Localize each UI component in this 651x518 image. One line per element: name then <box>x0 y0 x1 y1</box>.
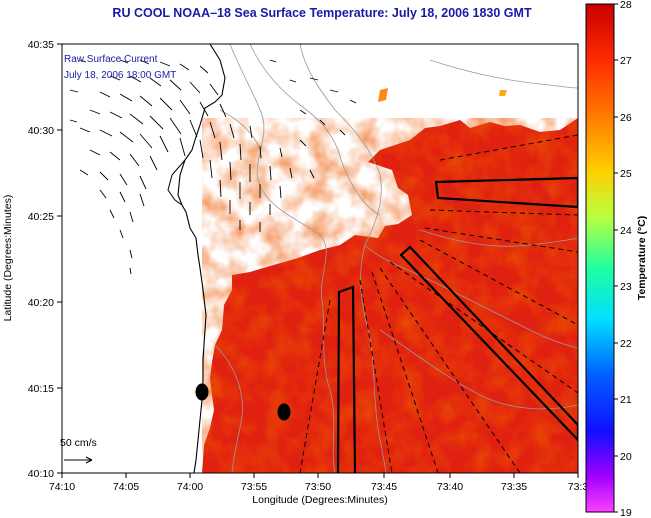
transect-box-east <box>434 176 578 209</box>
station-marker-1[interactable] <box>195 383 209 401</box>
transects <box>299 134 578 473</box>
y-tick-label: 40:10 <box>28 468 54 480</box>
coastline-hook <box>167 159 186 206</box>
x-tick-label: 73:55 <box>241 481 267 493</box>
y-axis-label: Latitude (Degrees:Minutes) <box>2 195 14 322</box>
transect-box-south <box>336 285 357 473</box>
x-axis-label: Longitude (Degrees:Minutes) <box>252 494 387 506</box>
x-tick-label: 73:3 <box>568 481 589 493</box>
colorbar-tick-label: 24 <box>620 225 632 237</box>
legend-line-2: July 18, 2006 18:00 GMT <box>64 70 176 81</box>
tick-marks <box>57 43 579 478</box>
sst-field <box>202 88 578 473</box>
colorbar-tick-label: 22 <box>620 338 632 350</box>
chart-title: RU COOL NOAA–18 Sea Surface Temperature:… <box>112 6 532 20</box>
x-tick-label: 74:10 <box>49 481 75 493</box>
y-tick-label: 40:15 <box>28 383 54 395</box>
colorbar-tick-label: 23 <box>620 281 632 293</box>
plot-area <box>62 44 578 473</box>
colorbar-label: Temperature (°C) <box>636 216 648 301</box>
x-tick-label: 73:40 <box>437 481 463 493</box>
legend-line-1: Raw Surface Current <box>64 54 158 65</box>
colorbar <box>585 3 615 513</box>
surface-current-vectors <box>69 59 357 275</box>
y-tick-label: 40:30 <box>28 125 54 137</box>
colorbar-tick-label: 19 <box>620 507 632 518</box>
colorbar-tick-label: 25 <box>620 168 632 180</box>
x-tick-label: 73:35 <box>501 481 527 493</box>
colorbar-tick-label: 27 <box>620 55 632 67</box>
y-tick-label: 40:35 <box>28 39 54 51</box>
scale-label: 50 cm/s <box>60 437 97 449</box>
colorbar-tick-label: 26 <box>620 112 632 124</box>
y-tick-label: 40:20 <box>28 297 54 309</box>
x-tick-label: 73:50 <box>305 481 331 493</box>
y-tick-label: 40:25 <box>28 211 54 223</box>
coastline <box>177 44 226 473</box>
scale-arrow <box>64 456 93 464</box>
x-tick-label: 74:05 <box>113 481 139 493</box>
x-tick-label: 74:00 <box>177 481 203 493</box>
colorbar-tick-label: 21 <box>620 394 632 406</box>
colorbar-tick-label: 20 <box>620 451 632 463</box>
transect-dashed-lines <box>299 134 578 473</box>
x-tick-label: 73:45 <box>371 481 397 493</box>
plot-frame <box>61 43 579 474</box>
station-marker-2[interactable] <box>277 403 291 421</box>
colorbar-ticks <box>614 3 618 513</box>
transect-box-southeast <box>399 245 578 442</box>
colorbar-tick-label: 28 <box>620 0 632 11</box>
